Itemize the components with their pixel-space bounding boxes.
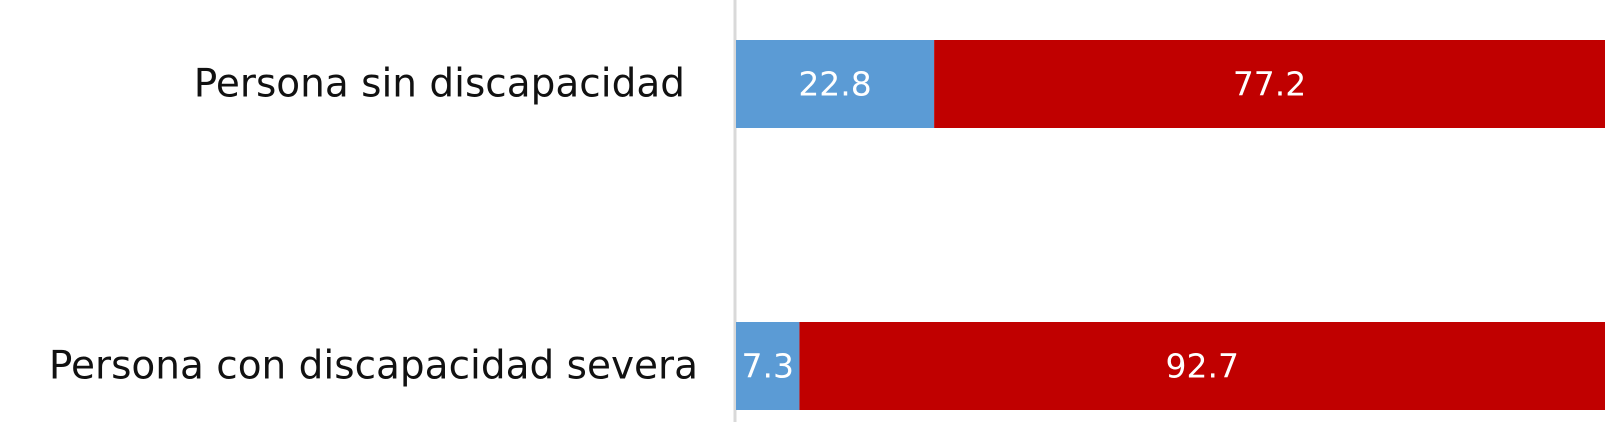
data-label: 7.3 xyxy=(741,347,793,386)
data-label: 92.7 xyxy=(1165,347,1238,386)
category-label: Persona sin discapacidad xyxy=(194,62,685,107)
bar-segment xyxy=(934,40,1605,128)
bar-segment xyxy=(736,40,935,128)
category-label: Persona con discapacidad severa xyxy=(49,344,698,389)
data-label: 22.8 xyxy=(798,65,871,104)
bar-segment xyxy=(736,322,800,410)
data-label: 77.2 xyxy=(1233,65,1306,104)
bar-segment xyxy=(799,322,1605,410)
